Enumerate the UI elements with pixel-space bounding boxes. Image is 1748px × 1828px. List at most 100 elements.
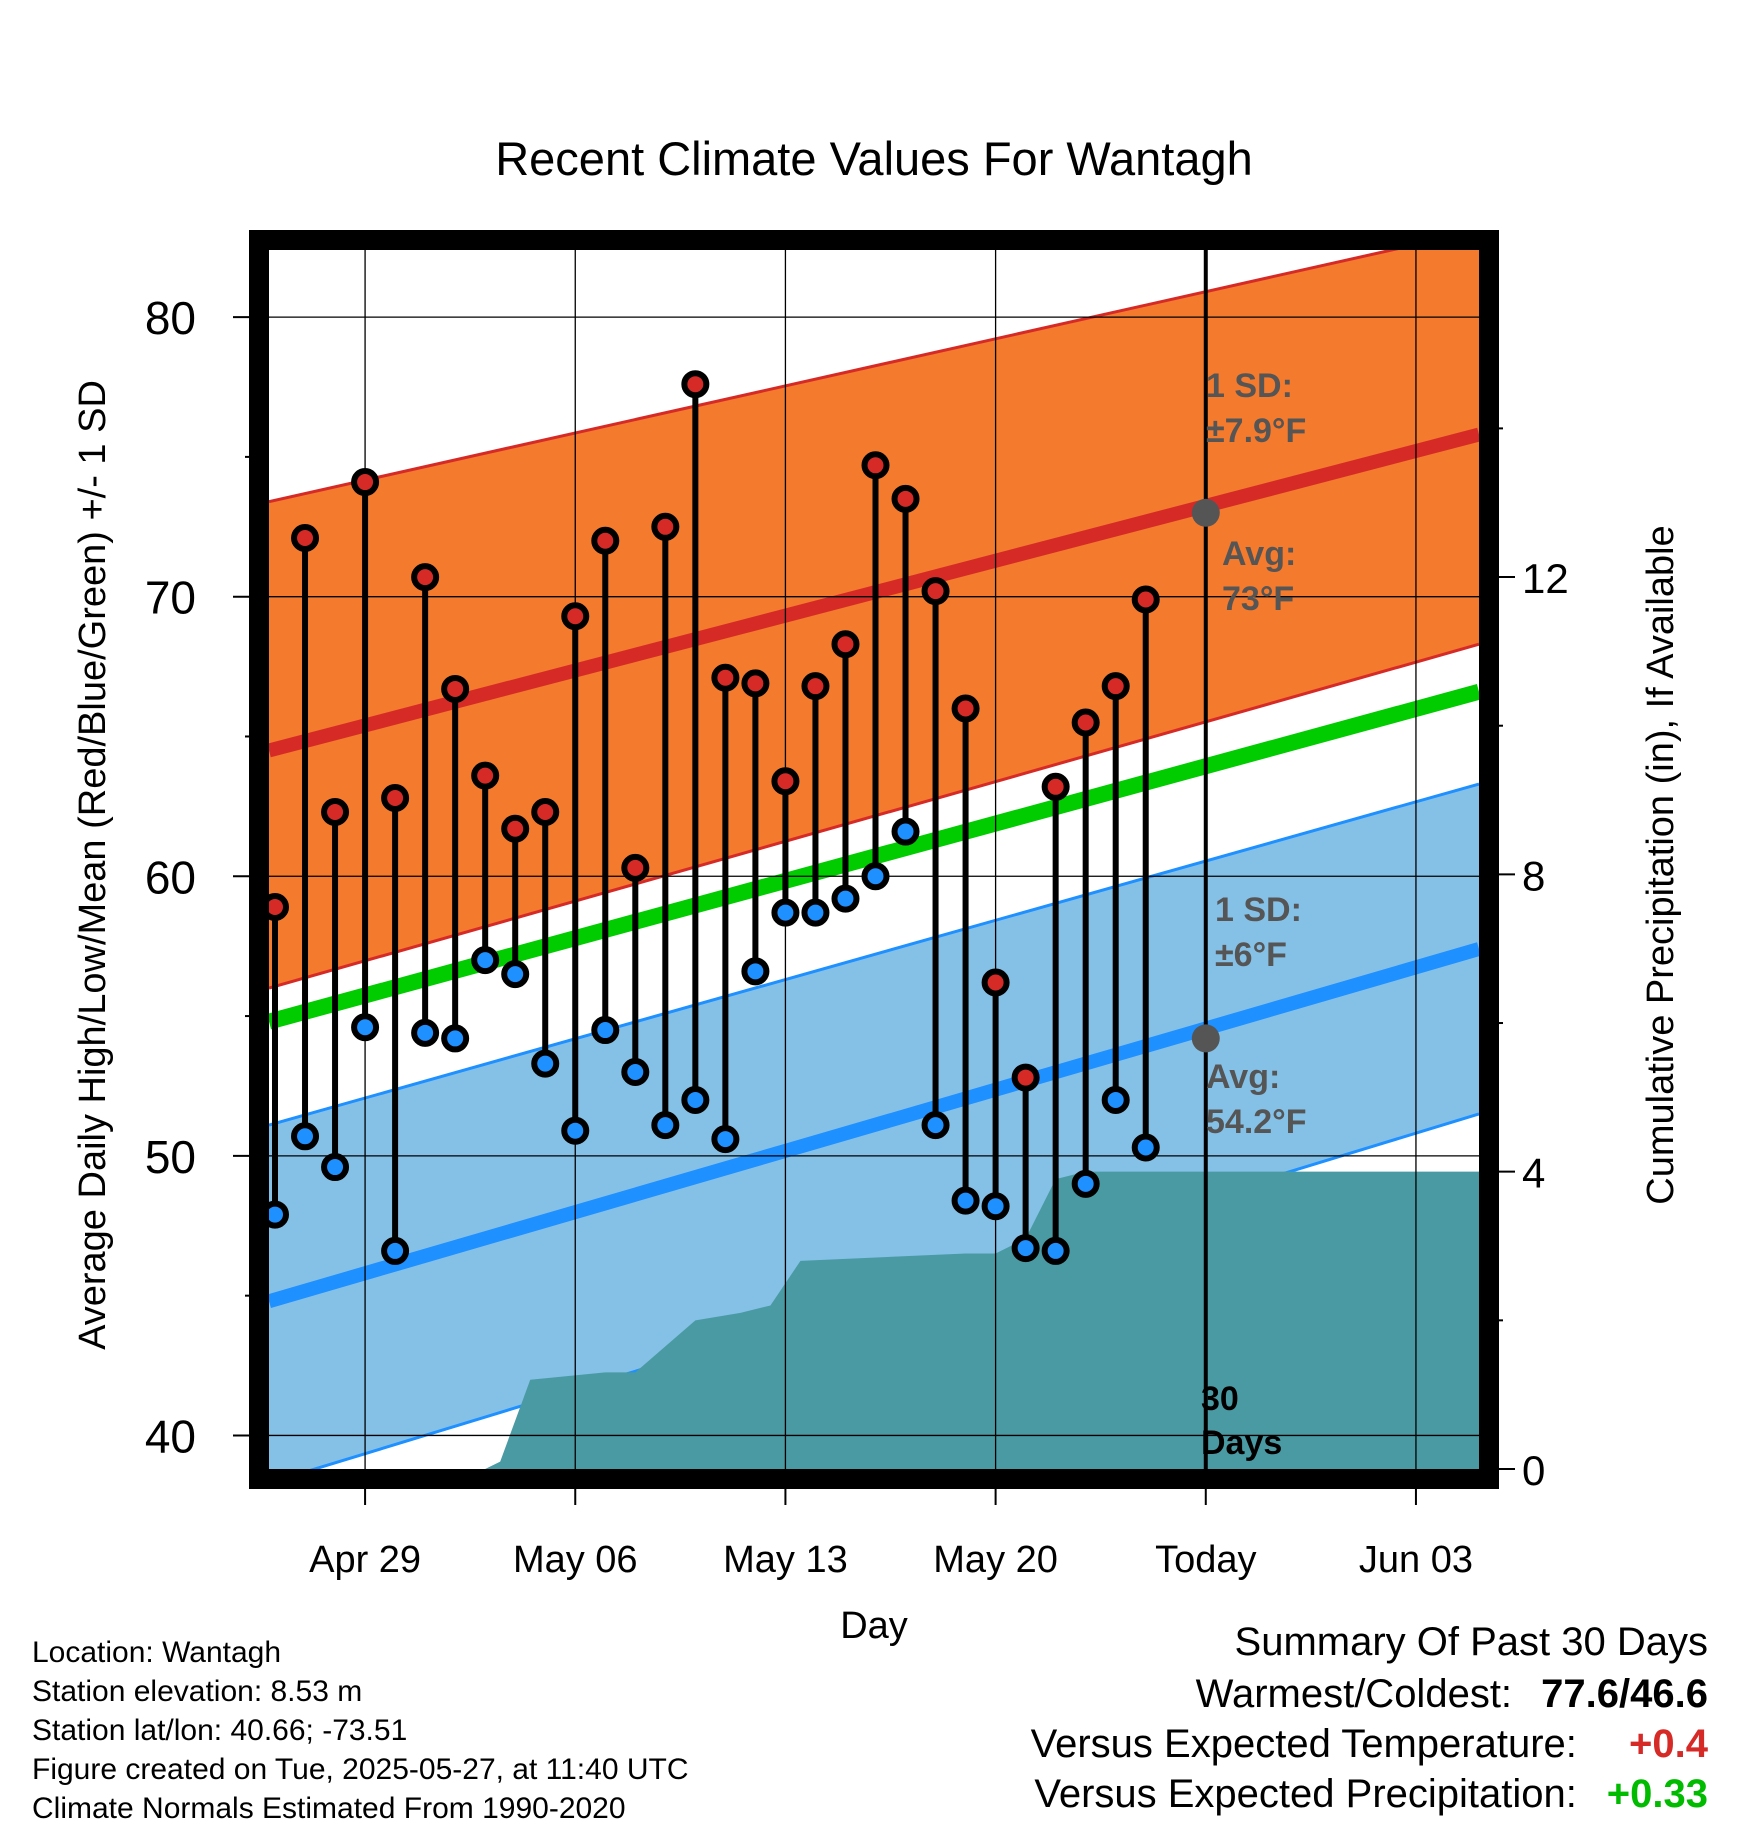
high-point bbox=[1041, 772, 1070, 801]
low-point bbox=[1011, 1234, 1040, 1263]
low-point bbox=[411, 1018, 440, 1047]
low-point bbox=[291, 1122, 320, 1151]
high-point bbox=[921, 577, 950, 606]
elevation-text: Station elevation: 8.53 m bbox=[32, 1675, 363, 1708]
high-point bbox=[471, 761, 500, 790]
y2-tick-label: 0 bbox=[1522, 1447, 1545, 1494]
low-point bbox=[441, 1024, 470, 1053]
low-point bbox=[801, 898, 830, 927]
low-sd-label: 1 SD: bbox=[1215, 891, 1302, 929]
summary-precip: Versus Expected Precipitation: +0.33 bbox=[1034, 1772, 1708, 1817]
high-point bbox=[741, 669, 770, 698]
low-point bbox=[471, 946, 500, 975]
high-point bbox=[651, 512, 680, 541]
low-point bbox=[951, 1186, 980, 1215]
precip-label: Versus Expected Precipitation: bbox=[1034, 1772, 1577, 1816]
low-point bbox=[531, 1049, 560, 1078]
low-point bbox=[321, 1153, 350, 1182]
low-normal-today-marker bbox=[1191, 1024, 1220, 1053]
low-avg-value: 54.2°F bbox=[1206, 1103, 1307, 1141]
y2-axis-title: Cumulative Precipitation (in), If Availa… bbox=[1640, 525, 1682, 1204]
high-avg-value: 73°F bbox=[1222, 580, 1294, 618]
x-tick-label: May 13 bbox=[723, 1539, 848, 1581]
warm-cold-label: Warmest/Coldest: bbox=[1195, 1672, 1513, 1716]
high-point bbox=[681, 370, 710, 399]
low-point bbox=[741, 957, 770, 986]
low-point bbox=[1071, 1169, 1100, 1198]
precip-area bbox=[485, 1171, 1479, 1469]
high-sd-label: 1 SD: bbox=[1206, 367, 1293, 405]
summary-title: Summary Of Past 30 Days bbox=[1234, 1620, 1708, 1664]
low-point bbox=[681, 1085, 710, 1114]
high-point bbox=[1071, 708, 1100, 737]
low-point bbox=[651, 1111, 680, 1140]
low-point bbox=[1131, 1133, 1160, 1162]
low-point bbox=[591, 1016, 620, 1045]
high-point bbox=[951, 694, 980, 723]
x-tick-label: May 06 bbox=[513, 1539, 638, 1581]
low-point bbox=[921, 1111, 950, 1140]
low-point bbox=[381, 1236, 410, 1265]
temp-value: +0.4 bbox=[1629, 1722, 1708, 1766]
x-tick-label: Jun 03 bbox=[1359, 1539, 1473, 1581]
summary-temp: Versus Expected Temperature: +0.4 bbox=[1031, 1722, 1708, 1767]
y-axis-title: Average Daily High/Low/Mean (Red/Blue/Gr… bbox=[72, 380, 114, 1350]
high-point bbox=[1011, 1063, 1040, 1092]
high-upper-edge bbox=[269, 250, 1399, 504]
high-point bbox=[561, 602, 590, 631]
y-tick-label: 50 bbox=[145, 1131, 196, 1183]
x-tick-label: Apr 29 bbox=[309, 1539, 421, 1581]
y-tick-label: 60 bbox=[145, 851, 196, 903]
summary-warm-cold: Warmest/Coldest: 77.6/46.6 bbox=[1196, 1672, 1708, 1717]
high-point bbox=[531, 797, 560, 826]
plot-frame bbox=[249, 230, 1499, 1489]
high-point bbox=[1131, 585, 1160, 614]
low-point bbox=[831, 884, 860, 913]
low-point bbox=[561, 1116, 590, 1145]
low-point bbox=[891, 817, 920, 846]
created-text: Figure created on Tue, 2025-05-27, at 11… bbox=[32, 1753, 689, 1786]
days-unit-label: Days bbox=[1201, 1424, 1282, 1462]
y-tick-label: 70 bbox=[145, 572, 196, 624]
high-point bbox=[591, 526, 620, 555]
high-sd-value: ±7.9°F bbox=[1206, 412, 1306, 450]
x-tick-label: May 20 bbox=[933, 1539, 1058, 1581]
low-point bbox=[351, 1013, 380, 1042]
high-point bbox=[771, 767, 800, 796]
high-avg-label: Avg: bbox=[1222, 535, 1296, 573]
plot-area: 1 SD: ±7.9°F Avg: 73°F 1 SD: ±6°F Avg: 54.2°F 30… bbox=[145, 230, 1569, 1581]
high-normal-today-marker bbox=[1191, 498, 1220, 527]
high-point bbox=[981, 968, 1010, 997]
y2-tick-label: 4 bbox=[1522, 1150, 1545, 1197]
latlon-text: Station lat/lon: 40.66; -73.51 bbox=[32, 1714, 408, 1747]
high-point bbox=[441, 674, 470, 703]
low-point bbox=[771, 898, 800, 927]
low-normal-line bbox=[269, 942, 1479, 1308]
low-point bbox=[621, 1057, 650, 1086]
low-point bbox=[981, 1192, 1010, 1221]
high-point bbox=[351, 468, 380, 497]
warm-cold-value: 77.6/46.6 bbox=[1541, 1672, 1708, 1716]
high-point bbox=[801, 672, 830, 701]
high-point bbox=[891, 484, 920, 513]
low-sd-value: ±6°F bbox=[1215, 936, 1287, 974]
high-point bbox=[291, 523, 320, 552]
y2-tick-label: 8 bbox=[1522, 852, 1545, 899]
days-count-label: 30 bbox=[1201, 1380, 1239, 1418]
high-point bbox=[621, 853, 650, 882]
high-point bbox=[861, 451, 890, 480]
high-point bbox=[321, 797, 350, 826]
high-point bbox=[1101, 672, 1130, 701]
y-tick-label: 80 bbox=[145, 292, 196, 344]
low-point bbox=[1101, 1085, 1130, 1114]
low-point bbox=[501, 960, 530, 989]
x-axis-title: Day bbox=[840, 1605, 908, 1647]
y-tick-label: 40 bbox=[145, 1410, 196, 1462]
low-avg-label: Avg: bbox=[1206, 1058, 1280, 1096]
high-point bbox=[711, 663, 740, 692]
chart-title: Recent Climate Values For Wantagh bbox=[495, 132, 1253, 185]
location-text: Location: Wantagh bbox=[32, 1636, 282, 1669]
y2-tick-label: 12 bbox=[1522, 555, 1569, 602]
normals-text: Climate Normals Estimated From 1990-2020 bbox=[32, 1792, 626, 1825]
